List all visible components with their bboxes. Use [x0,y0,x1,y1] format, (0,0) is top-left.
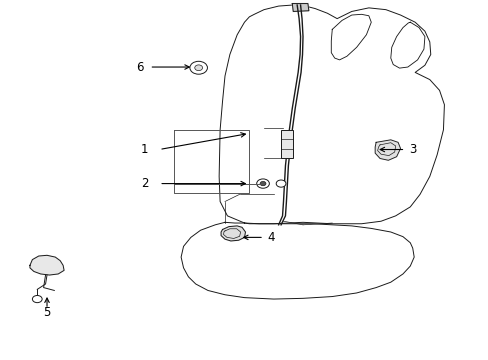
Text: 1: 1 [141,143,148,156]
Text: 5: 5 [43,306,51,319]
Circle shape [276,180,285,187]
Bar [280,130,293,158]
Circle shape [256,179,269,188]
Text: 2: 2 [141,177,148,190]
Text: 3: 3 [408,143,416,156]
Circle shape [189,61,207,74]
Text: 4: 4 [267,231,275,244]
Polygon shape [30,255,64,275]
Polygon shape [374,140,400,160]
Polygon shape [292,4,308,12]
Circle shape [32,296,42,303]
Text: 6: 6 [136,60,143,73]
Circle shape [194,65,202,71]
Circle shape [260,181,265,186]
Polygon shape [221,226,245,241]
